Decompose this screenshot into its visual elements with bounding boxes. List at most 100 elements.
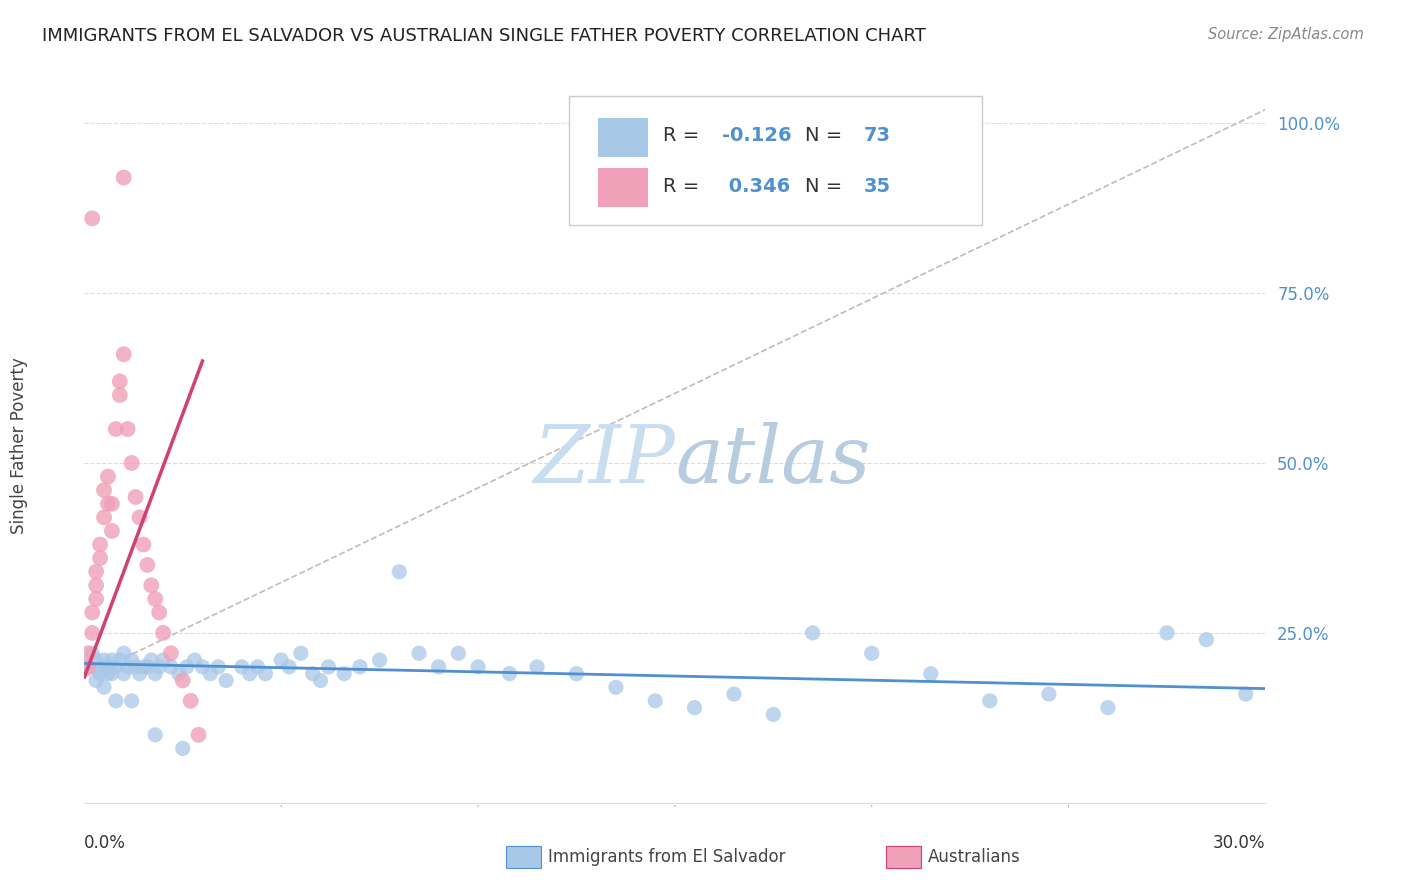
- Point: [254, 666, 277, 681]
- Text: 73: 73: [863, 126, 891, 145]
- Point: [97, 660, 120, 674]
- Point: [1195, 632, 1218, 647]
- Text: N =: N =: [804, 178, 848, 196]
- Point: [108, 388, 131, 402]
- Point: [762, 707, 785, 722]
- Point: [101, 666, 124, 681]
- Text: N =: N =: [804, 126, 848, 145]
- Point: [141, 653, 163, 667]
- Point: [152, 626, 174, 640]
- Point: [1097, 700, 1119, 714]
- Point: [801, 626, 824, 640]
- Point: [84, 578, 107, 592]
- Point: [82, 606, 104, 620]
- Point: [124, 660, 146, 674]
- Text: IMMIGRANTS FROM EL SALVADOR VS AUSTRALIAN SINGLE FATHER POVERTY CORRELATION CHAR: IMMIGRANTS FROM EL SALVADOR VS AUSTRALIA…: [42, 27, 927, 45]
- Point: [112, 347, 135, 361]
- FancyBboxPatch shape: [598, 118, 648, 157]
- Point: [84, 591, 107, 606]
- Point: [143, 728, 166, 742]
- Point: [93, 680, 115, 694]
- Point: [104, 422, 127, 436]
- Point: [467, 660, 489, 674]
- Point: [93, 653, 115, 667]
- Point: [89, 660, 111, 674]
- Point: [1156, 626, 1178, 640]
- Point: [239, 666, 262, 681]
- Point: [176, 660, 198, 674]
- Text: Australians: Australians: [928, 848, 1021, 866]
- Point: [368, 653, 391, 667]
- Point: [136, 558, 159, 572]
- Point: [112, 646, 135, 660]
- Point: [349, 660, 371, 674]
- Point: [143, 666, 166, 681]
- Point: [187, 728, 209, 742]
- Point: [117, 660, 139, 674]
- Point: [333, 666, 356, 681]
- Point: [565, 666, 588, 681]
- Point: [683, 700, 706, 714]
- Text: atlas: atlas: [675, 422, 870, 499]
- Point: [278, 660, 301, 674]
- Point: [301, 666, 323, 681]
- Text: Source: ZipAtlas.com: Source: ZipAtlas.com: [1208, 27, 1364, 42]
- FancyBboxPatch shape: [598, 168, 648, 207]
- Text: 0.346: 0.346: [723, 178, 790, 196]
- Point: [89, 537, 111, 551]
- Point: [104, 694, 127, 708]
- Point: [141, 578, 163, 592]
- Point: [388, 565, 411, 579]
- Text: 0.0%: 0.0%: [84, 834, 127, 852]
- Text: Immigrants from El Salvador: Immigrants from El Salvador: [548, 848, 786, 866]
- Point: [132, 660, 155, 674]
- Point: [82, 646, 104, 660]
- Point: [132, 537, 155, 551]
- Point: [148, 606, 170, 620]
- Point: [82, 626, 104, 640]
- Point: [97, 469, 120, 483]
- Point: [427, 660, 450, 674]
- Point: [318, 660, 340, 674]
- Point: [101, 653, 124, 667]
- Point: [309, 673, 332, 688]
- Point: [93, 510, 115, 524]
- Point: [148, 660, 170, 674]
- Point: [121, 694, 143, 708]
- Point: [84, 565, 107, 579]
- Point: [183, 653, 205, 667]
- Point: [128, 510, 150, 524]
- Text: R =: R =: [664, 126, 706, 145]
- Point: [89, 666, 111, 681]
- Point: [108, 375, 131, 389]
- Point: [200, 666, 222, 681]
- Point: [160, 660, 183, 674]
- Point: [82, 211, 104, 226]
- Point: [290, 646, 312, 660]
- Point: [172, 741, 194, 756]
- Point: [207, 660, 229, 674]
- Point: [93, 483, 115, 498]
- Text: R =: R =: [664, 178, 706, 196]
- FancyBboxPatch shape: [568, 96, 981, 225]
- Point: [112, 170, 135, 185]
- Point: [97, 497, 120, 511]
- Point: [498, 666, 520, 681]
- Point: [117, 422, 139, 436]
- Point: [191, 660, 214, 674]
- Point: [860, 646, 883, 660]
- Point: [112, 666, 135, 681]
- Point: [101, 497, 124, 511]
- Point: [979, 694, 1001, 708]
- Text: Single Father Poverty: Single Father Poverty: [10, 358, 28, 534]
- Point: [270, 653, 292, 667]
- Point: [108, 653, 131, 667]
- Point: [526, 660, 548, 674]
- Point: [77, 646, 100, 660]
- Point: [215, 673, 238, 688]
- Point: [152, 653, 174, 667]
- Point: [605, 680, 627, 694]
- Point: [136, 660, 159, 674]
- Point: [101, 524, 124, 538]
- Point: [121, 456, 143, 470]
